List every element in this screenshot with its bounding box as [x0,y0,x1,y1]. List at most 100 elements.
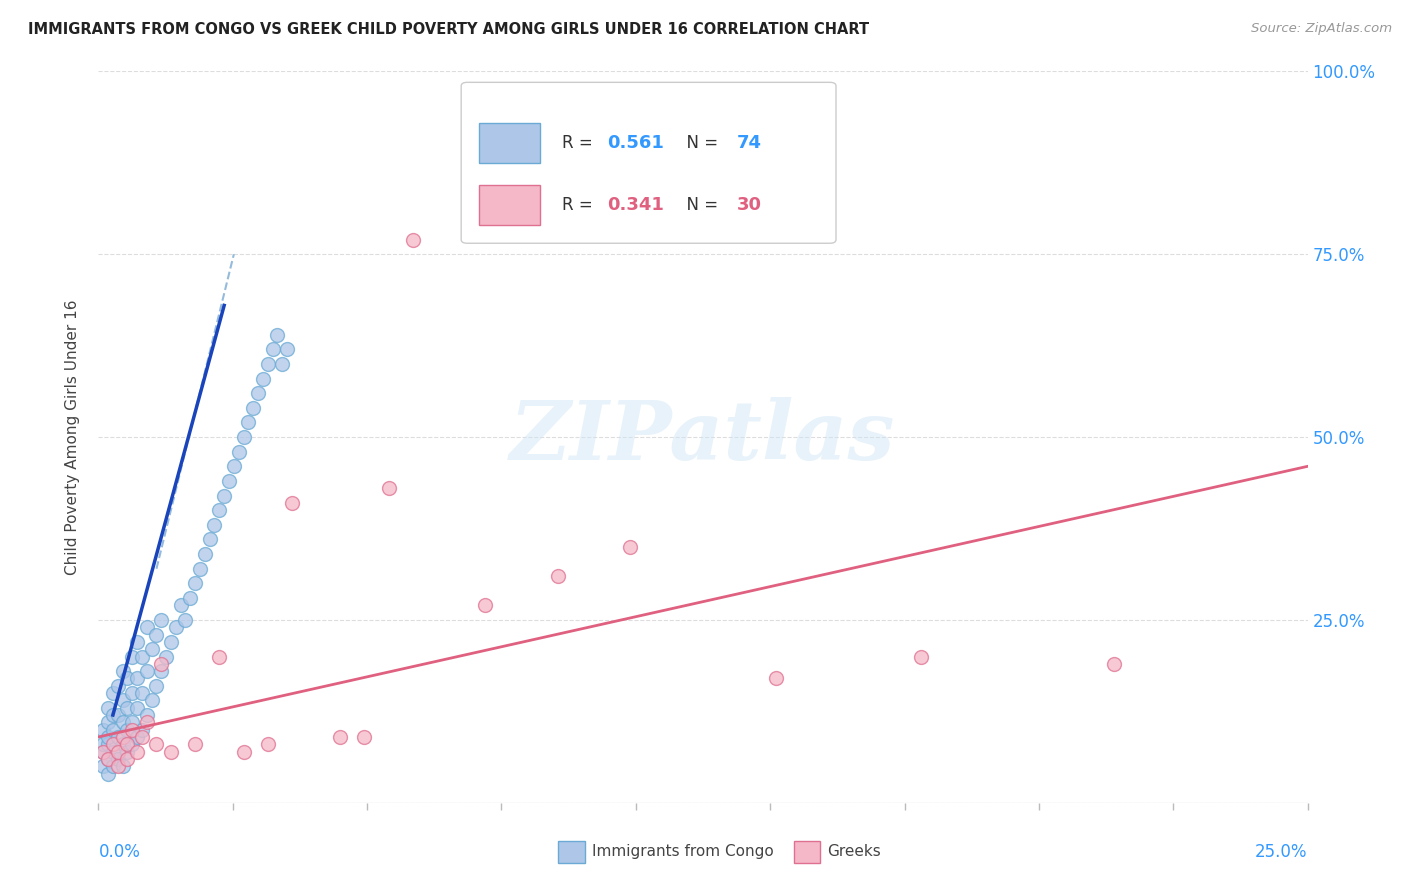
Point [204,517,226,532]
Point [619,540,641,554]
Point [91,745,114,759]
Point [117,672,139,686]
Text: ZIPatlas: ZIPatlas [510,397,896,477]
Point [402,233,425,247]
Point [111,693,134,707]
FancyBboxPatch shape [461,82,837,244]
Text: 0.0%: 0.0% [98,843,141,861]
Point [121,649,143,664]
Point [184,576,207,591]
Bar [479,122,540,163]
Point [97,766,120,780]
Point [107,708,129,723]
Point [107,679,129,693]
Point [127,700,149,714]
Point [155,649,177,664]
Point [111,664,134,678]
Point [111,730,134,744]
Point [160,635,183,649]
Point [101,723,124,737]
Text: Immigrants from Congo: Immigrants from Congo [592,845,773,859]
Point [101,708,124,723]
Point [107,759,129,773]
Point [91,759,114,773]
Point [101,737,124,751]
Point [184,737,207,751]
Point [474,599,496,613]
Point [101,686,124,700]
Point [194,547,217,561]
Point [222,459,245,474]
Point [117,737,139,751]
Point [262,343,284,357]
Point [117,723,139,737]
Point [97,752,120,766]
Bar [793,841,820,863]
Point [97,752,120,766]
Point [150,664,173,678]
Point [107,745,129,759]
Point [131,723,153,737]
Text: N =: N = [676,196,724,214]
Text: R =: R = [561,196,598,214]
Point [145,679,167,693]
Point [111,759,134,773]
Point [252,371,274,385]
Point [127,672,149,686]
Point [165,620,187,634]
Point [208,503,231,517]
Point [111,715,134,730]
Point [160,745,183,759]
Point [232,745,254,759]
Point [127,635,149,649]
Point [232,430,254,444]
Point [256,737,278,751]
Point [127,745,149,759]
Point [228,444,250,458]
Point [150,657,173,671]
Point [329,730,352,744]
Point [121,715,143,730]
Point [242,401,264,415]
Text: IMMIGRANTS FROM CONGO VS GREEK CHILD POVERTY AMONG GIRLS UNDER 16 CORRELATION CH: IMMIGRANTS FROM CONGO VS GREEK CHILD POV… [28,22,869,37]
Point [117,745,139,759]
Point [111,737,134,751]
Bar [479,185,540,225]
Point [547,569,569,583]
Point [188,562,211,576]
Point [247,386,270,401]
Point [208,649,231,664]
Point [107,752,129,766]
Text: N =: N = [676,134,724,152]
Text: Source: ZipAtlas.com: Source: ZipAtlas.com [1251,22,1392,36]
Point [117,700,139,714]
Point [131,686,153,700]
Point [121,723,143,737]
Point [91,723,114,737]
Bar [558,841,585,863]
Point [97,737,120,751]
Point [212,489,235,503]
Text: 74: 74 [737,134,762,152]
Point [121,737,143,751]
Text: 0.341: 0.341 [607,196,665,214]
Point [135,715,157,730]
Point [101,745,124,759]
Text: 0.561: 0.561 [607,134,665,152]
Point [353,730,375,744]
Point [150,613,173,627]
Point [135,664,157,678]
Point [141,693,163,707]
Point [765,672,787,686]
Point [276,343,298,357]
Point [131,730,153,744]
Point [107,730,129,744]
Point [145,737,167,751]
Point [281,496,304,510]
Point [97,715,120,730]
Point [97,700,120,714]
Point [127,730,149,744]
Point [910,649,932,664]
Text: 30: 30 [737,196,762,214]
Point [101,759,124,773]
